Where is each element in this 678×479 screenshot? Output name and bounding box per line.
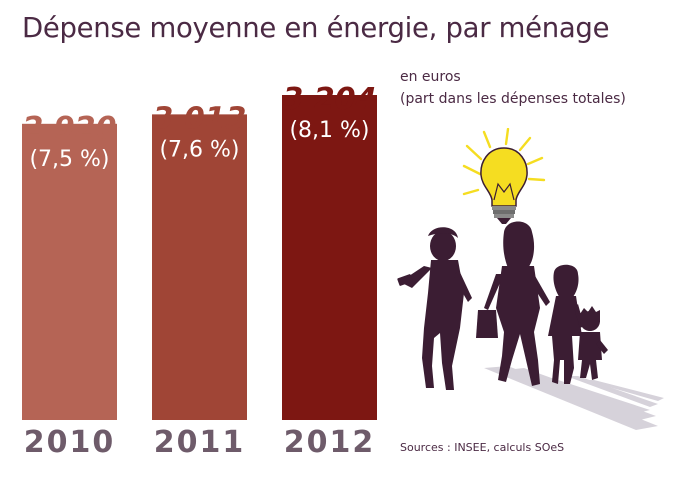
share-label-2011: (7,6 %) — [159, 137, 239, 162]
share-label-2012: (8,1 %) — [289, 118, 369, 143]
adult-with-bag-silhouette — [476, 221, 550, 386]
unit-note: en euros (part dans les dépenses totales… — [400, 66, 626, 110]
year-label-2010: 2010 — [24, 425, 116, 460]
share-note: (part dans les dépenses totales) — [400, 91, 626, 107]
family-silhouette — [397, 221, 608, 390]
value-label-2011: 3 013 — [153, 101, 247, 136]
bar-2011 — [152, 114, 247, 421]
bar-2010 — [22, 123, 117, 420]
chart-title: Dépense moyenne en énergie, par ménage — [22, 12, 610, 44]
adult-silhouette — [397, 227, 472, 390]
value-label-2012: 3 204 — [283, 82, 377, 117]
year-label-2012: 2012 — [284, 425, 376, 460]
silhouette-shadows — [484, 366, 664, 430]
bar-2012 — [282, 95, 377, 420]
unit-label: en euros — [400, 69, 461, 85]
source-note: Sources : INSEE, calculs SOeS — [400, 441, 565, 454]
value-label-2010: 2 920 — [23, 111, 117, 146]
small-child-silhouette — [578, 306, 608, 380]
year-label-2011: 2011 — [154, 425, 246, 460]
lightbulb-icon — [462, 128, 546, 224]
family-with-lightbulb-illustration — [397, 128, 664, 430]
child-silhouette — [548, 264, 584, 384]
bar-chart: 2 920(7,5 %) 2010 3 013(7,6 %) 2011 3 204(8,… — [22, 82, 377, 460]
share-label-2010: (7,5 %) — [29, 147, 109, 172]
